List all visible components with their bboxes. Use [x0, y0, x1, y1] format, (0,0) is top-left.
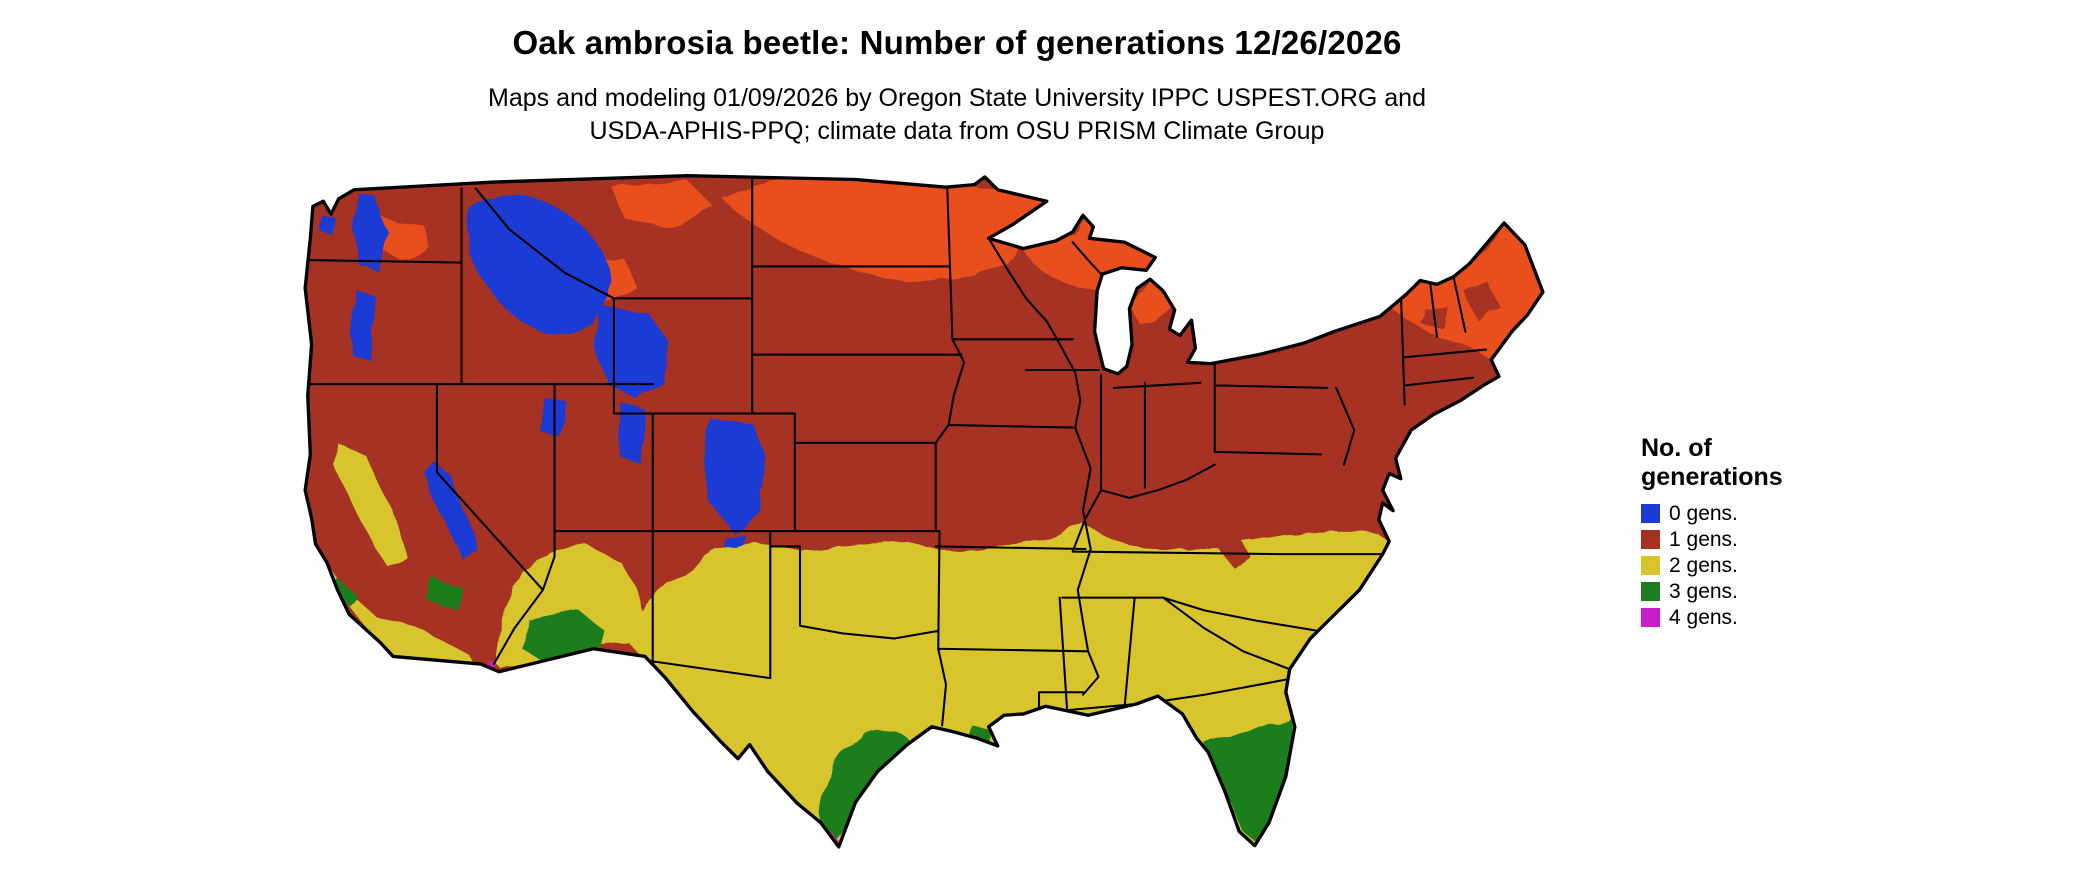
map-svg	[303, 174, 1545, 849]
legend-item-label: 3 gens.	[1669, 579, 1738, 603]
legend-title-line-1: No. of	[1641, 434, 1712, 462]
legend-swatch-1-gens	[1641, 530, 1660, 549]
legend-swatch-2-gens	[1641, 556, 1660, 575]
legend-item: 3 gens.	[1641, 579, 1901, 605]
legend-item-label: 2 gens.	[1669, 553, 1738, 577]
subtitle-line-1: Maps and modeling 01/09/2026 by Oregon S…	[488, 84, 1426, 112]
map-zone-0-generations	[318, 193, 768, 562]
legend-item: 2 gens.	[1641, 553, 1901, 579]
legend-swatch-4-gens	[1641, 608, 1660, 627]
legend-swatch-0-gens	[1641, 504, 1660, 523]
legend-item: 0 gens.	[1641, 501, 1901, 527]
legend-item-label: 1 gens.	[1669, 527, 1738, 551]
legend-item: 4 gens.	[1641, 605, 1901, 631]
legend-item-label: 0 gens.	[1669, 501, 1738, 525]
map-zone-transition-north	[374, 175, 1543, 360]
us-generations-map	[300, 168, 1592, 884]
subtitle-line-2: USDA-APHIS-PPQ; climate data from OSU PR…	[589, 116, 1325, 145]
legend-item: 1 gens.	[1641, 527, 1901, 553]
legend-items: 0 gens. 1 gens. 2 gens. 3 gens. 4 gens.	[1641, 501, 1901, 631]
state-borders	[305, 177, 1488, 727]
page-title: Oak ambrosia beetle: Number of generatio…	[512, 24, 1402, 61]
legend-item-label: 4 gens.	[1669, 605, 1738, 629]
legend-swatch-3-gens	[1641, 582, 1660, 601]
map-zone-3-generations	[333, 574, 1293, 844]
legend: No. of generations 0 gens. 1 gens. 2 gen…	[1641, 434, 1901, 631]
legend-title-line-2: generations	[1641, 462, 1783, 491]
us-outline	[303, 174, 1545, 849]
subtitle: Maps and modeling 01/09/2026 by Oregon S…	[0, 82, 1914, 147]
map-zone-1-generation-overlay	[1188, 283, 1502, 567]
